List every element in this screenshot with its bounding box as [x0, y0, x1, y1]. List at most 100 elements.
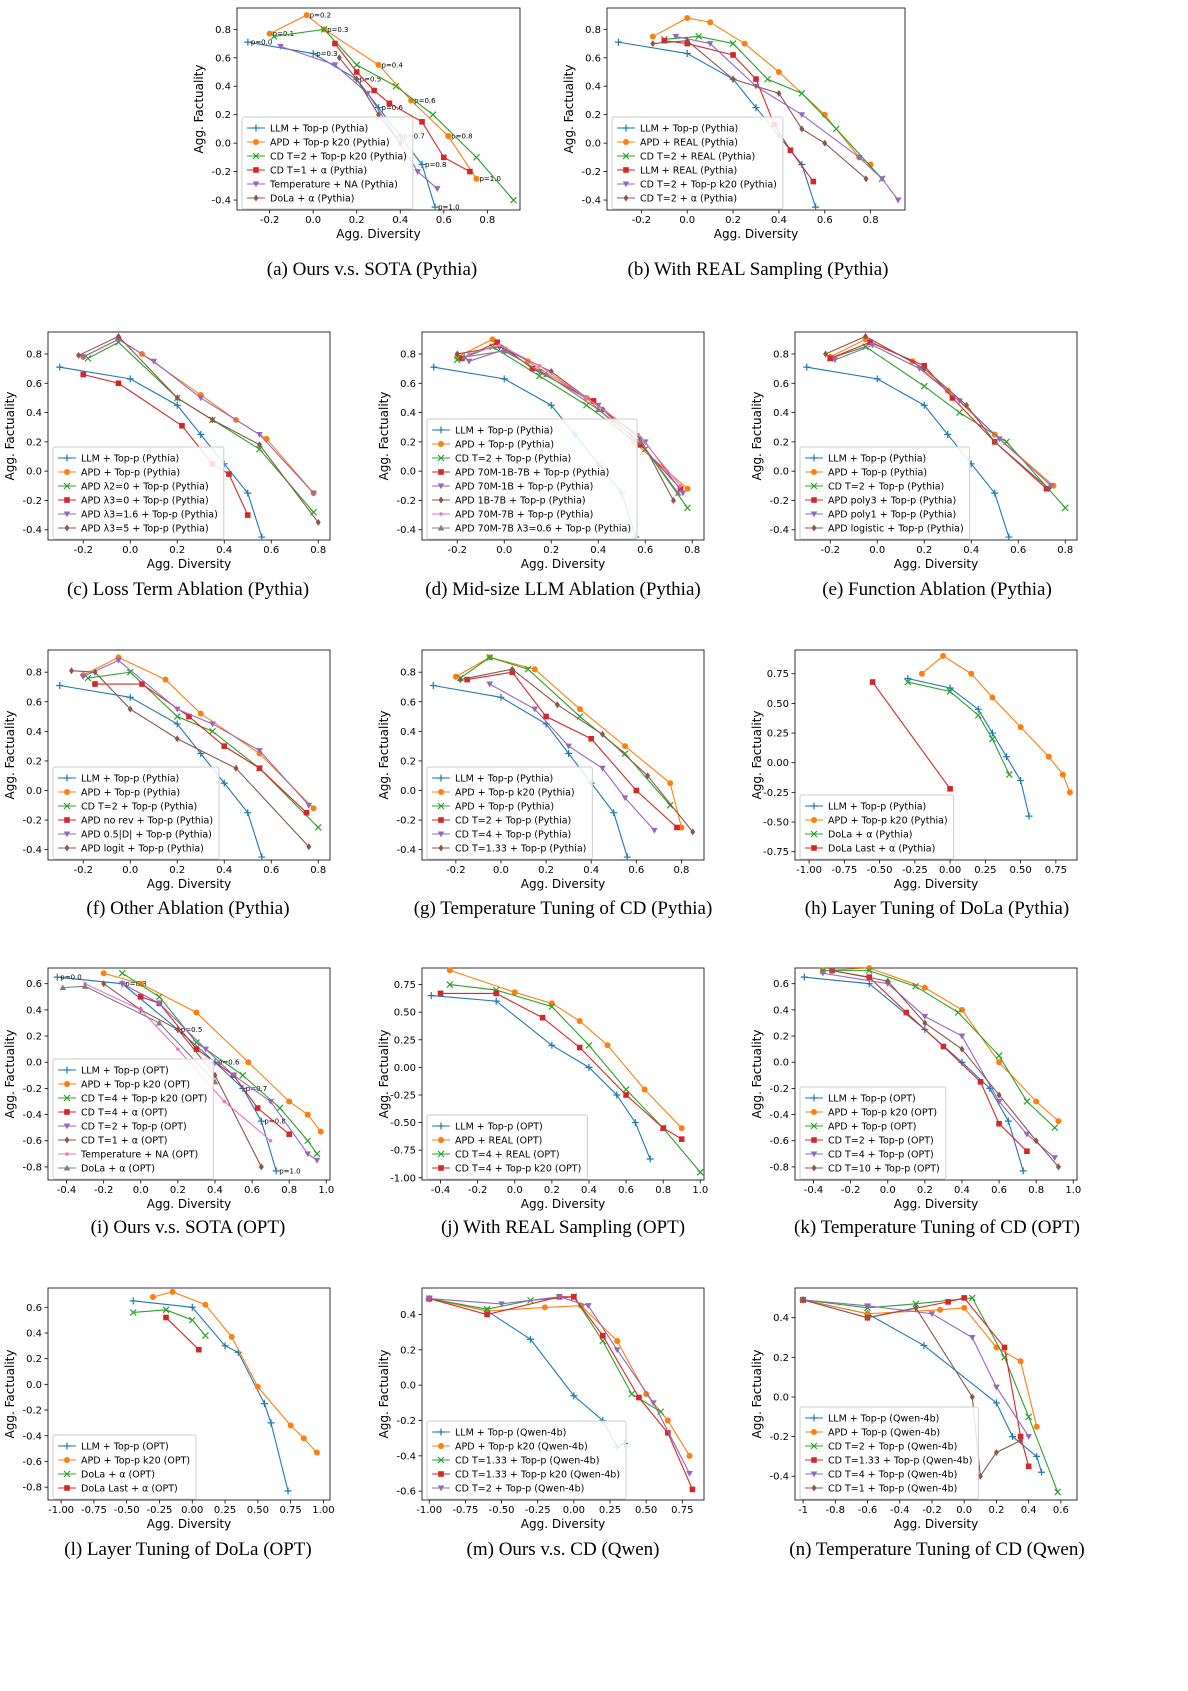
y-tick-label: 0.6 — [26, 979, 42, 990]
legend-label: CD T=4 + Top-p (OPT) — [828, 1150, 934, 1161]
marker — [193, 1046, 200, 1052]
y-tick-label: -0.4 — [396, 525, 416, 536]
marker — [418, 160, 426, 168]
marker — [437, 1456, 445, 1464]
marker — [623, 167, 629, 173]
legend: LLM + Top-p (OPT) APD + Top-p k20 (OPT) AP… — [799, 1086, 947, 1180]
marker — [928, 1311, 936, 1318]
y-tick-label: 0.0 — [400, 467, 416, 478]
x-tick-label: -0.75 — [81, 1505, 107, 1516]
legend-label: CD T=2 + Top-p (Qwen-4b) — [455, 1484, 584, 1495]
marker — [188, 1316, 196, 1324]
y-tick-label: -0.6 — [22, 1457, 42, 1468]
marker — [686, 1471, 693, 1477]
marker — [461, 353, 468, 360]
legend: LLM + Top-p (Pythia) APD + REAL (Pythia) C… — [611, 116, 784, 210]
marker — [509, 665, 515, 673]
point-label: p=0.2 — [310, 12, 331, 20]
marker — [438, 1443, 444, 1449]
series-line — [464, 350, 679, 494]
marker — [946, 684, 954, 692]
marker — [127, 705, 133, 713]
marker — [437, 774, 445, 782]
marker — [253, 139, 259, 145]
marker — [556, 1294, 563, 1301]
x-tick-label: -0.2 — [632, 215, 652, 226]
legend-label: APD + Top-p k20 (OPT) — [81, 1456, 190, 1467]
legend-label: DoLa + α (Pythia) — [828, 830, 913, 841]
x-tick-label: 0.6 — [1010, 545, 1026, 556]
marker — [565, 743, 572, 750]
marker — [1017, 777, 1025, 785]
marker — [437, 483, 445, 490]
y-tick-label: 0.0 — [26, 786, 42, 797]
marker — [526, 1335, 534, 1343]
marker — [64, 844, 70, 852]
x-tick-label: 0.6 — [637, 545, 653, 556]
marker — [811, 817, 817, 823]
caption: (m) Ours v.s. CD (Qwen) — [467, 1539, 660, 1560]
marker — [565, 750, 573, 758]
y-tick-label: 0.0 — [773, 1392, 789, 1403]
marker — [100, 970, 107, 977]
marker — [304, 1137, 312, 1145]
marker — [438, 1165, 444, 1171]
marker — [993, 1448, 999, 1456]
marker — [221, 1342, 229, 1350]
x-tick-label: -0.2 — [446, 865, 466, 876]
marker — [864, 1303, 871, 1310]
marker — [1055, 1118, 1062, 1125]
y-tick-label: 0.4 — [773, 1313, 789, 1324]
marker — [865, 967, 873, 975]
marker — [201, 1332, 209, 1339]
marker — [118, 981, 126, 988]
marker — [614, 1338, 621, 1344]
legend-label: APD 0.5|D| + Top-p (Pythia) — [81, 830, 212, 841]
marker — [811, 497, 817, 503]
x-tick-label: 0.8 — [1057, 545, 1073, 556]
marker — [313, 1150, 321, 1158]
y-tick-label: -0.8 — [22, 1162, 42, 1173]
marker — [304, 1111, 311, 1118]
marker — [670, 496, 676, 504]
marker — [576, 706, 583, 713]
legend-label: CD T=1.33 + Top-p (Qwen-4b) — [828, 1456, 972, 1467]
marker — [81, 983, 89, 989]
marker — [696, 1168, 704, 1176]
legend-label: CD T=2 + Top-p (OPT) — [81, 1122, 187, 1133]
marker — [263, 435, 270, 442]
caption: (k) Temperature Tuning of CD (OPT) — [794, 1217, 1080, 1238]
marker — [437, 524, 445, 531]
marker — [258, 1163, 264, 1171]
y-tick-label: 0.2 — [773, 437, 789, 448]
subplot: -0.4 -0.2 0.0 0.2 0.4 0.6 0.8 1.0 -1.00 -0.75 -0.5… — [377, 967, 708, 1238]
marker — [197, 395, 205, 402]
marker — [869, 679, 876, 685]
marker — [633, 787, 640, 794]
marker — [1018, 1437, 1024, 1445]
point-label: p=1.0 — [479, 175, 500, 183]
x-tick-label: 0.8 — [281, 1185, 297, 1196]
marker — [197, 750, 205, 758]
x-tick-label: 0.2 — [916, 545, 932, 556]
marker — [531, 666, 538, 673]
series-line — [83, 373, 249, 516]
legend-box — [426, 766, 593, 860]
marker — [660, 1125, 666, 1131]
marker — [1025, 1413, 1033, 1421]
marker — [571, 1294, 577, 1300]
y-tick-label: 0.8 — [26, 349, 42, 360]
marker — [176, 1047, 180, 1051]
subplot: -0.2 0.0 0.2 0.4 0.6 0.8 -0.4 -0.2 0.0 0.2 0.4 0.6 0… — [562, 7, 906, 280]
marker — [376, 111, 381, 119]
marker — [811, 1429, 817, 1435]
legend-box — [52, 766, 220, 860]
y-tick-label: -0.6 — [22, 1136, 42, 1147]
marker — [63, 774, 71, 782]
y-tick-label: -0.2 — [769, 1432, 789, 1443]
legend-label: APD poly3 + Top-p (Pythia) — [828, 496, 956, 507]
x-tick-label: 0.00 — [939, 865, 961, 876]
marker — [946, 688, 954, 695]
marker — [810, 802, 818, 810]
x-tick-label: -0.50 — [114, 1505, 140, 1516]
